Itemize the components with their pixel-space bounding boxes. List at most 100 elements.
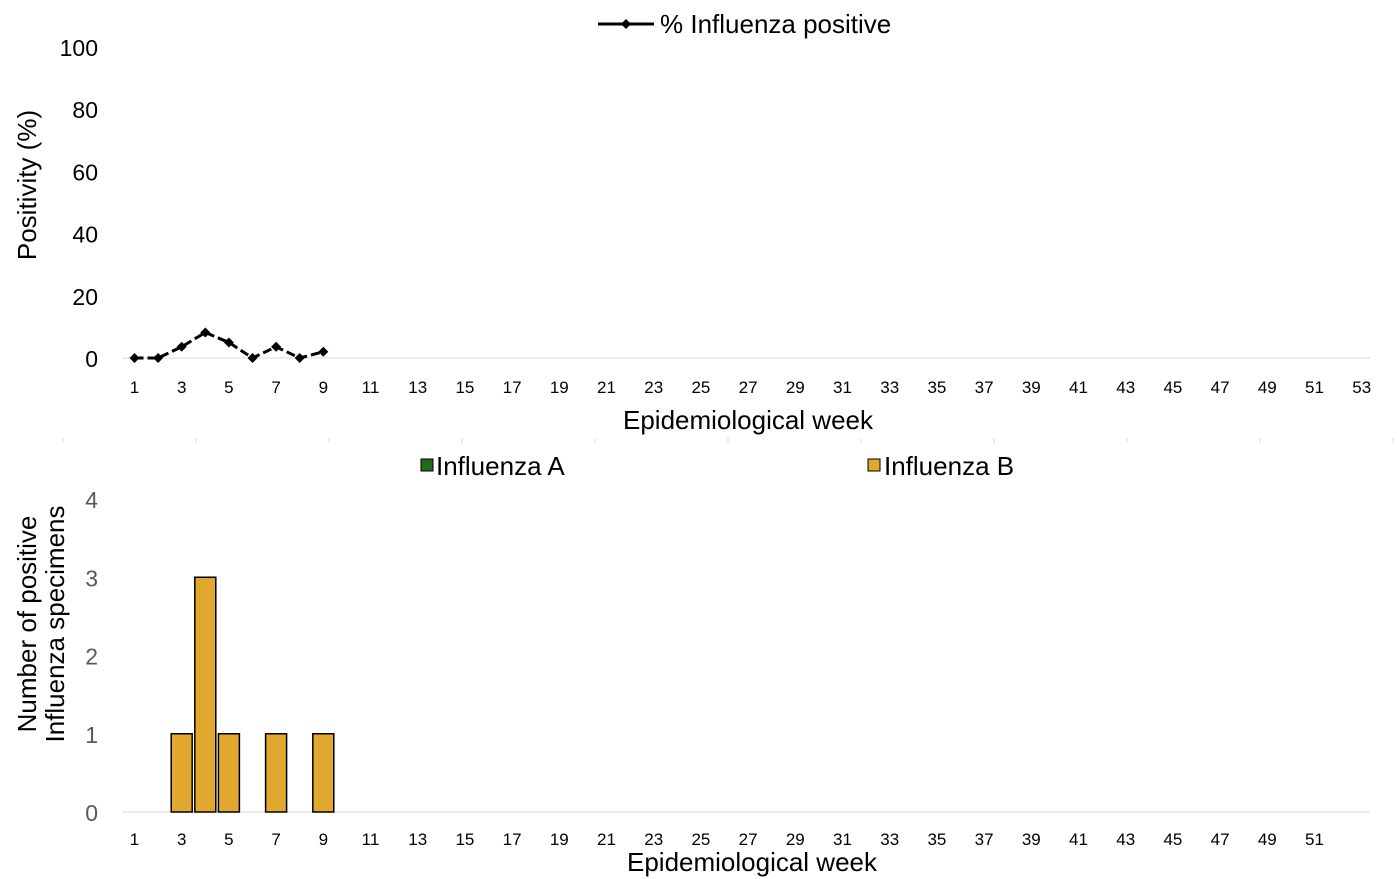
- legend-label-influenza-a: Influenza A: [436, 451, 565, 481]
- positivity-point: [176, 341, 187, 352]
- bottom-x-tick-label: 13: [408, 830, 427, 849]
- bottom-x-tick-label: 51: [1305, 830, 1324, 849]
- top-x-tick-label: 1: [130, 378, 139, 397]
- bottom-x-tick-label: 5: [224, 830, 233, 849]
- top-x-tick-label: 27: [739, 378, 758, 397]
- positivity-point: [153, 353, 164, 363]
- top-x-tick-label: 13: [408, 378, 427, 397]
- bottom-y-axis-title-line-1: Number of positive: [12, 516, 42, 733]
- positivity-point: [223, 337, 234, 348]
- top-x-tick-label: 29: [786, 378, 805, 397]
- top-x-tick-label: 33: [880, 378, 899, 397]
- positivity-point: [200, 327, 211, 338]
- top-x-tick-labels: 1 3 5 7 9 11 13 15 17 19 21 23 25 27 29 31 33 35 37 39 41 43 4…: [130, 378, 1371, 397]
- chart-separator-ticks: [62, 438, 1394, 443]
- bar-influenza-b: [264, 733, 288, 813]
- bottom-x-tick-label: 39: [1022, 830, 1041, 849]
- bottom-x-tick-label: 41: [1069, 830, 1088, 849]
- top-x-tick-label: 47: [1211, 378, 1230, 397]
- top-x-tick-label: 31: [833, 378, 852, 397]
- top-x-tick-label: 43: [1116, 378, 1135, 397]
- bottom-x-tick-label: 21: [597, 830, 616, 849]
- top-x-tick-label: 9: [319, 378, 328, 397]
- top-x-tick-label: 41: [1069, 378, 1088, 397]
- top-y-tick-labels: 0 20 40 60 80 100: [60, 35, 98, 372]
- positivity-series: [129, 327, 329, 363]
- top-x-tick-label: 45: [1163, 378, 1182, 397]
- bottom-y-tick-label: 1: [85, 722, 98, 748]
- top-x-tick-label: 25: [691, 378, 710, 397]
- bottom-x-axis-title: Epidemiological week: [627, 847, 878, 877]
- bar-influenza-b: [217, 733, 241, 813]
- positivity-point: [318, 346, 329, 357]
- top-y-tick-label: 20: [72, 284, 98, 310]
- bottom-legend: Influenza A Influenza B: [420, 451, 1014, 481]
- bottom-x-tick-label: 19: [550, 830, 569, 849]
- bottom-x-tick-label: 9: [319, 830, 328, 849]
- positivity-point: [294, 353, 305, 363]
- top-y-axis-title: Positivity (%): [12, 110, 42, 260]
- top-legend: % Influenza positive: [598, 9, 891, 39]
- top-x-tick-label: 53: [1352, 378, 1371, 397]
- bottom-x-tick-label: 43: [1116, 830, 1135, 849]
- bottom-x-tick-label: 47: [1211, 830, 1230, 849]
- bottom-x-tick-label: 25: [691, 830, 710, 849]
- top-x-axis-title: Epidemiological week: [623, 405, 874, 435]
- top-x-tick-label: 19: [550, 378, 569, 397]
- bar-influenza-b: [170, 733, 193, 813]
- positivity-point: [129, 353, 140, 363]
- positivity-point: [247, 353, 258, 363]
- bottom-x-tick-label: 17: [503, 830, 522, 849]
- top-x-tick-label: 17: [503, 378, 522, 397]
- bottom-x-tick-label: 7: [271, 830, 280, 849]
- legend-swatch-influenza-a: [420, 458, 434, 472]
- bottom-x-tick-label: 31: [833, 830, 852, 849]
- positivity-line: [134, 330, 324, 360]
- legend-label-influenza-b: Influenza B: [884, 451, 1014, 481]
- top-x-tick-label: 51: [1305, 378, 1324, 397]
- top-x-tick-label: 3: [177, 378, 186, 397]
- specimen-bars: [170, 576, 335, 813]
- top-y-tick-label: 40: [72, 222, 98, 248]
- bottom-x-tick-label: 45: [1163, 830, 1182, 849]
- bottom-x-tick-label: 15: [455, 830, 474, 849]
- legend-diamond-marker: [621, 19, 631, 29]
- top-y-tick-label: 60: [72, 159, 98, 185]
- top-x-tick-label: 39: [1022, 378, 1041, 397]
- bottom-x-tick-label: 1: [130, 830, 139, 849]
- top-x-tick-label: 11: [362, 378, 380, 397]
- top-x-tick-label: 5: [224, 378, 233, 397]
- bar-influenza-b: [312, 733, 335, 813]
- bottom-x-tick-label: 33: [880, 830, 899, 849]
- legend-swatch-influenza-b: [867, 458, 881, 472]
- positivity-point: [271, 341, 282, 352]
- bottom-y-tick-label: 0: [85, 800, 98, 826]
- bottom-x-tick-label: 49: [1258, 830, 1277, 849]
- top-y-tick-label: 0: [85, 346, 98, 372]
- bottom-y-tick-label: 4: [85, 487, 98, 513]
- bottom-x-tick-label: 3: [177, 830, 186, 849]
- bottom-x-tick-labels: 1 3 5 7 9 11 13 15 17 19 21 23 25 27 29 31 33 35 37 39 41 43 4…: [130, 830, 1324, 849]
- bottom-y-tick-labels: 0 1 2 3 4: [85, 487, 98, 826]
- top-x-tick-label: 35: [927, 378, 946, 397]
- top-x-tick-label: 49: [1258, 378, 1277, 397]
- bottom-y-axis-title-line-2: Influenza specimens: [40, 505, 70, 742]
- top-x-tick-label: 21: [597, 378, 616, 397]
- top-x-tick-label: 15: [455, 378, 474, 397]
- top-y-tick-label: 100: [60, 35, 98, 61]
- legend-label-influenza-positive: % Influenza positive: [660, 9, 891, 39]
- top-x-tick-label: 7: [271, 378, 280, 397]
- bottom-x-tick-label: 23: [644, 830, 663, 849]
- bottom-x-tick-label: 35: [927, 830, 946, 849]
- bottom-x-tick-label: 27: [739, 830, 758, 849]
- bottom-y-tick-label: 2: [85, 644, 98, 670]
- top-x-tick-label: 23: [644, 378, 663, 397]
- bottom-x-tick-label: 29: [786, 830, 805, 849]
- top-y-tick-label: 80: [72, 97, 98, 123]
- top-x-tick-label: 37: [975, 378, 994, 397]
- bar-influenza-b: [194, 576, 217, 813]
- bottom-x-tick-label: 11: [362, 830, 380, 849]
